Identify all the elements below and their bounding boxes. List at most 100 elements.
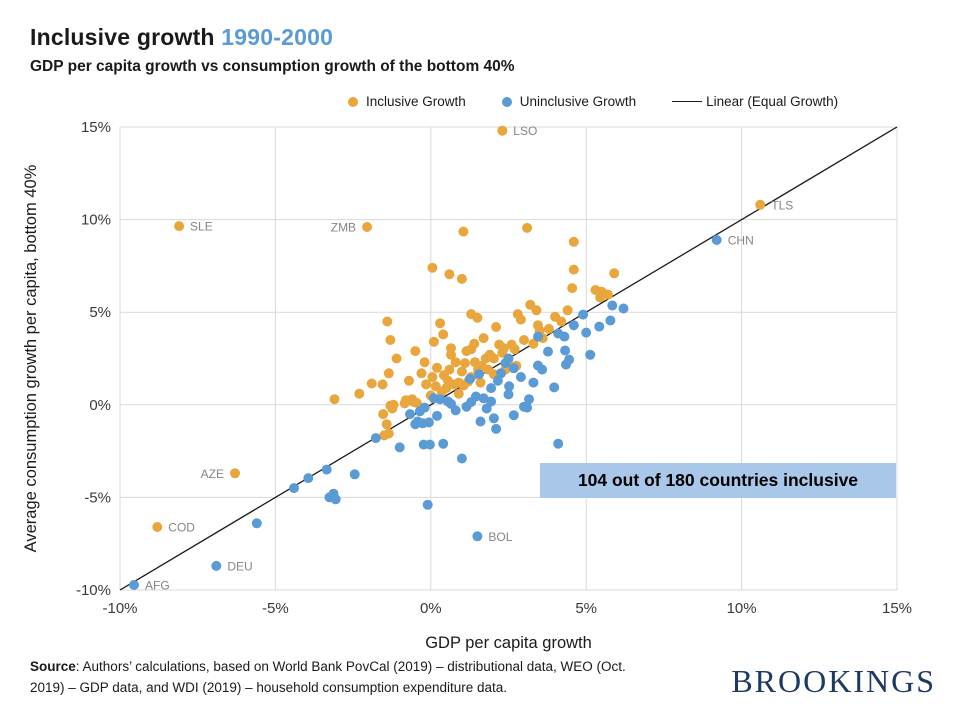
- data-point-inclusive: [478, 333, 489, 344]
- data-point-uninclusive: [581, 327, 592, 338]
- country-label-CHN: CHN: [728, 233, 754, 247]
- data-point-inclusive: [609, 268, 620, 279]
- data-point-uninclusive: [491, 423, 502, 434]
- data-point-uninclusive: [289, 483, 299, 494]
- data-point-inclusive: [456, 366, 467, 377]
- data-point-inclusive: [458, 380, 469, 391]
- data-point-inclusive: [421, 379, 432, 390]
- legend-label-linear: Linear (Equal Growth): [706, 94, 839, 109]
- legend-item-linear: Linear (Equal Growth): [672, 94, 838, 109]
- data-point-uninclusive: [568, 320, 579, 331]
- data-point-uninclusive: [524, 394, 534, 405]
- data-point-uninclusive: [607, 300, 618, 311]
- linear-line-icon: [672, 101, 703, 102]
- data-point-uninclusive: [438, 438, 449, 449]
- data-point-inclusive: [480, 353, 491, 364]
- data-point-uninclusive: [504, 381, 515, 392]
- data-point-inclusive: [497, 125, 508, 136]
- data-point-uninclusive: [129, 580, 139, 590]
- data-point-uninclusive: [474, 369, 484, 380]
- data-point-inclusive: [435, 318, 446, 329]
- data-point-inclusive: [404, 375, 414, 386]
- data-point-uninclusive: [370, 433, 381, 444]
- data-point-inclusive: [152, 522, 163, 532]
- data-point-uninclusive: [578, 309, 589, 320]
- scatter-plot: -10% -5% 0% 5% 10% 15% -10% -5% 0% 5% 10% 15% LSO TLS…: [22, 119, 912, 652]
- legend-item-inclusive: Inclusive Growth: [348, 94, 466, 109]
- data-point-uninclusive: [711, 235, 722, 245]
- data-point-inclusive: [444, 269, 455, 280]
- data-point-uninclusive: [472, 531, 483, 542]
- data-point-uninclusive: [330, 494, 341, 505]
- country-label-COD: COD: [168, 521, 195, 535]
- data-point-uninclusive: [251, 518, 262, 529]
- data-point-uninclusive: [405, 409, 415, 420]
- data-point-inclusive: [515, 314, 526, 325]
- data-point-inclusive: [174, 221, 185, 232]
- x-axis-title: GDP per capita growth: [425, 634, 592, 652]
- data-point-uninclusive: [456, 453, 467, 464]
- data-point-inclusive: [399, 398, 410, 409]
- data-point-uninclusive: [605, 315, 616, 326]
- data-point-uninclusive: [585, 349, 596, 360]
- data-point-inclusive: [432, 362, 442, 373]
- data-point-inclusive: [448, 379, 459, 390]
- brookings-logo: BROOKINGS: [731, 663, 936, 699]
- inclusive-dot-icon: [348, 96, 358, 107]
- x-tick-label: 15%: [882, 600, 912, 617]
- country-label-DEU: DEU: [227, 559, 252, 573]
- data-point-inclusive: [509, 344, 520, 355]
- source-text-line2: 2019) – GDP data, and WDI (2019) – house…: [30, 679, 508, 695]
- y-axis-title: Average consumption growth per capita, b…: [22, 164, 40, 552]
- data-point-uninclusive: [549, 382, 560, 393]
- page-title: Inclusive growth 1990-2000: [30, 24, 333, 51]
- data-point-inclusive: [416, 368, 427, 379]
- y-tick-label: 0%: [89, 397, 111, 414]
- data-point-inclusive: [519, 335, 529, 345]
- data-point-inclusive: [450, 357, 461, 368]
- data-point-inclusive: [381, 419, 392, 430]
- data-point-inclusive: [354, 388, 365, 399]
- data-point-uninclusive: [475, 416, 486, 427]
- y-tick-label: -5%: [84, 489, 111, 506]
- legend-label-inclusive: Inclusive Growth: [366, 94, 466, 109]
- data-point-uninclusive: [561, 359, 571, 370]
- data-point-uninclusive: [515, 372, 526, 382]
- data-point-uninclusive: [424, 439, 435, 450]
- y-tick-label: 10%: [81, 212, 111, 229]
- data-point-uninclusive: [537, 364, 548, 375]
- data-point-uninclusive: [432, 410, 442, 421]
- data-point-inclusive: [543, 323, 554, 334]
- data-point-inclusive: [522, 222, 533, 233]
- chart-area: -10% -5% 0% 5% 10% 15% -10% -5% 0% 5% 10% 15% LSO TLS…: [0, 115, 960, 660]
- data-point-inclusive: [453, 388, 464, 399]
- data-point-uninclusive: [414, 406, 425, 417]
- data-point-inclusive: [567, 283, 578, 294]
- data-point-inclusive: [472, 312, 483, 323]
- data-point-uninclusive: [488, 413, 499, 424]
- data-point-uninclusive: [211, 560, 222, 571]
- legend-item-uninclusive: Uninclusive Growth: [501, 94, 636, 109]
- data-point-inclusive: [446, 349, 456, 360]
- data-point-uninclusive: [508, 410, 519, 421]
- source-text-line1: : Authors’ calculations, based on World …: [75, 659, 626, 674]
- chart-legend: Inclusive Growth Uninclusive Growth Line…: [348, 94, 838, 109]
- page-subtitle: GDP per capita growth vs consumption gro…: [30, 58, 515, 75]
- data-point-inclusive: [362, 222, 373, 232]
- data-point-inclusive: [230, 468, 240, 479]
- data-point-inclusive: [456, 273, 467, 284]
- data-point-uninclusive: [508, 363, 519, 374]
- data-point-inclusive: [460, 358, 470, 369]
- data-point-inclusive: [378, 409, 389, 420]
- page-title-main: Inclusive growth: [30, 24, 215, 50]
- data-point-uninclusive: [543, 346, 553, 357]
- data-point-inclusive: [410, 346, 421, 357]
- data-point-uninclusive: [618, 303, 629, 314]
- data-point-inclusive: [550, 311, 561, 322]
- data-point-uninclusive: [559, 331, 570, 342]
- data-point-inclusive: [755, 199, 766, 210]
- data-point-uninclusive: [321, 464, 332, 475]
- data-point-inclusive: [458, 226, 469, 237]
- source-label: Source: [30, 659, 76, 674]
- data-point-uninclusive: [522, 402, 533, 413]
